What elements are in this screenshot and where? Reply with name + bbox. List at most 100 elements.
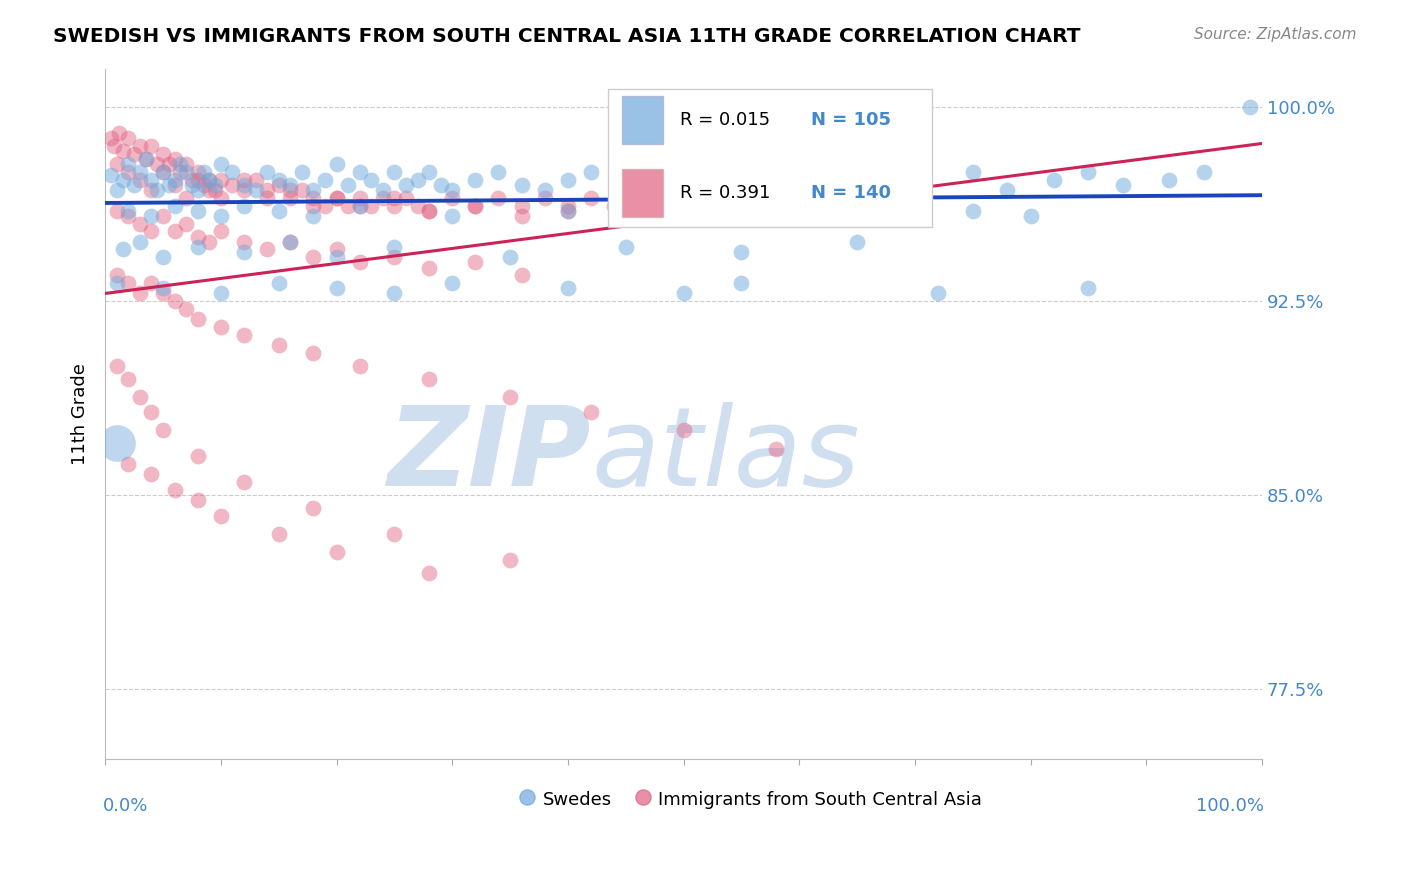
Text: Immigrants from South Central Asia: Immigrants from South Central Asia (658, 791, 981, 809)
Point (267, 172, 290, 186)
Point (187, 229, 209, 244)
Text: N = 140: N = 140 (811, 184, 891, 202)
Point (278, 235, 301, 249)
Point (103, 139, 125, 153)
Point (278, 178, 301, 192)
Point (221, 165, 243, 179)
Point (499, 250, 522, 264)
Point (187, 165, 209, 179)
Point (233, 327, 256, 342)
Point (209, 286, 232, 301)
Point (464, 255, 486, 269)
Point (256, 243, 278, 257)
Point (105, 268, 128, 283)
Point (174, 165, 197, 179)
Point (111, 172, 134, 186)
Point (105, 276, 128, 290)
Point (117, 457, 139, 471)
Point (204, 183, 226, 197)
Point (349, 165, 371, 179)
Point (233, 183, 256, 197)
Point (174, 157, 197, 171)
Point (256, 183, 278, 197)
Text: Source: ZipAtlas.com: Source: ZipAtlas.com (1194, 27, 1357, 42)
Point (187, 240, 209, 254)
Point (187, 312, 209, 326)
Point (163, 483, 186, 497)
Point (314, 172, 336, 186)
Point (152, 286, 174, 301)
Point (129, 286, 152, 301)
Point (181, 178, 204, 192)
Point (371, 183, 394, 197)
Point (406, 172, 429, 186)
Point (325, 281, 347, 295)
Point (169, 165, 191, 179)
Point (371, 191, 394, 205)
Point (1239, 100, 1261, 114)
Point (1192, 165, 1215, 179)
Point (152, 424, 174, 438)
Point (1159, 172, 1181, 186)
Point (441, 276, 464, 290)
Text: 100.0%: 100.0% (1197, 797, 1264, 814)
Text: Swedes: Swedes (543, 791, 612, 809)
Point (811, 172, 834, 186)
Point (187, 493, 209, 508)
Point (557, 198, 579, 212)
Point (510, 178, 533, 192)
Point (163, 172, 186, 186)
Text: N = 105: N = 105 (811, 112, 891, 129)
Point (302, 346, 325, 360)
Point (174, 301, 197, 316)
Point (105, 359, 128, 373)
Point (533, 183, 555, 197)
Point (198, 172, 221, 186)
Point (111, 243, 134, 257)
Point (302, 209, 325, 223)
Point (579, 165, 602, 179)
Point (557, 203, 579, 218)
Point (614, 240, 637, 254)
Point (325, 191, 347, 205)
Point (233, 245, 256, 260)
Point (157, 178, 180, 192)
Point (198, 183, 221, 197)
Point (187, 450, 209, 464)
Point (181, 172, 204, 186)
Point (579, 191, 602, 205)
Point (302, 501, 325, 516)
Point (384, 286, 406, 301)
Point (302, 198, 325, 212)
Point (169, 157, 191, 171)
Text: atlas: atlas (591, 401, 859, 508)
Point (209, 191, 232, 205)
Point (122, 146, 145, 161)
Point (267, 276, 290, 290)
Point (141, 276, 163, 290)
Point (418, 203, 440, 218)
Point (233, 172, 256, 186)
Point (302, 191, 325, 205)
Point (163, 152, 186, 166)
Point (141, 183, 163, 197)
Point (152, 250, 174, 264)
Point (579, 405, 602, 419)
Point (187, 203, 209, 218)
Point (488, 165, 510, 179)
Point (1042, 172, 1064, 186)
Point (510, 209, 533, 223)
Point (302, 250, 325, 264)
Point (221, 178, 243, 192)
Point (418, 372, 440, 386)
Point (129, 172, 152, 186)
Text: R = 0.391: R = 0.391 (681, 184, 770, 202)
Point (557, 203, 579, 218)
Point (146, 157, 169, 171)
Point (557, 172, 579, 186)
Point (765, 442, 787, 456)
Point (325, 250, 347, 264)
Point (105, 203, 128, 218)
Point (204, 178, 226, 192)
Point (135, 152, 157, 166)
